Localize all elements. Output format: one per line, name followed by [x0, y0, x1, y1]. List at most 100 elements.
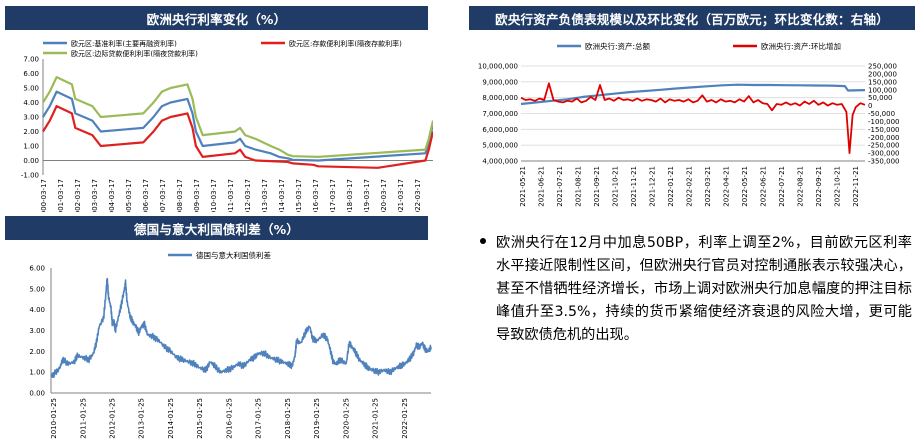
- x-tick-label: 2016-01-25: [225, 398, 233, 439]
- x-tick-label: 2004-03-17: [108, 179, 116, 212]
- x-tick-label: 2021-05-21: [519, 166, 527, 207]
- x-tick-label: 2007-03-17: [159, 179, 167, 212]
- y-right-tick-label: -200,000: [868, 134, 899, 142]
- x-tick-label: 2021-07-21: [556, 166, 564, 207]
- x-tick-label: 2022-07-21: [778, 166, 786, 207]
- x-tick-label: 2022-01-21: [667, 166, 675, 207]
- x-tick-label: 2008-03-17: [176, 179, 184, 212]
- x-tick-label: 2021-12-21: [648, 166, 656, 207]
- x-tick-label: 2010-01-25: [50, 398, 58, 439]
- y-right-tick-label: 250,000: [868, 63, 897, 71]
- x-tick-label: 2018-01-25: [284, 398, 292, 439]
- y-right-tick-label: -300,000: [868, 150, 899, 158]
- x-tick-label: 2003-03-17: [91, 179, 99, 212]
- y-left-tick-label: 7,000,000: [482, 110, 518, 118]
- y-tick-label: 5.00: [29, 285, 45, 293]
- y-tick-label: 5.00: [23, 85, 39, 93]
- y-tick-label: 7.00: [23, 56, 39, 64]
- x-tick-label: 2022-02-21: [685, 166, 693, 207]
- x-tick-label: 2019-01-25: [313, 398, 321, 439]
- spread-series-line: [50, 277, 432, 378]
- x-tick-label: 2018-03-17: [346, 179, 354, 212]
- x-tick-label: 2013-01-25: [138, 398, 146, 439]
- x-tick-label: 2011-01-25: [79, 398, 87, 439]
- rates-series-line: [42, 104, 433, 169]
- x-tick-label: 2010-03-17: [210, 179, 218, 212]
- y-tick-label: 6.00: [23, 70, 39, 78]
- x-tick-label: 2005-03-17: [125, 179, 133, 212]
- x-tick-label: 2021-01-25: [372, 398, 380, 439]
- y-left-tick-label: 10,000,000: [478, 63, 518, 71]
- y-right-tick-label: 100,000: [868, 86, 897, 94]
- x-tick-label: 2011-03-17: [227, 179, 235, 212]
- rates-panel-title: 欧洲央行利率变化（%）: [5, 6, 428, 30]
- ecb-balance-chart: 4,000,000 5,000,000 6,000,000 7,000,000 8,00…: [478, 41, 900, 207]
- y-right-tick-label: -150,000: [868, 126, 899, 134]
- ecb-rates-chart: -1.00 0.00 1.00 2.00 3.00 4.00 5.00 6.00 7.00 200…: [21, 39, 433, 212]
- x-tick-label: 2014-03-17: [278, 179, 286, 212]
- x-tick-label: 2021-03-17: [397, 179, 405, 212]
- y-left-tick-label: 9,000,000: [482, 78, 518, 86]
- x-tick-label: 2022-04-21: [722, 166, 730, 207]
- x-tick-label: 2020-01-25: [342, 398, 350, 439]
- legend-deposit-label: 欧元区:存款便利利率(隔夜存款利率): [289, 39, 402, 48]
- y-tick-label: 4.00: [23, 99, 39, 107]
- rates-series-line: [42, 90, 433, 162]
- y-right-tick-label: -350,000: [868, 158, 899, 166]
- x-tick-label: 2021-09-21: [593, 166, 601, 207]
- y-tick-label: 3.00: [23, 114, 39, 122]
- x-tick-label: 2009-03-17: [193, 179, 201, 212]
- y-tick-label: 0.00: [23, 157, 39, 165]
- x-tick-label: 2012-03-17: [244, 179, 252, 212]
- y-tick-label: -1.00: [21, 172, 39, 180]
- x-tick-label: 2017-03-17: [329, 179, 337, 212]
- x-tick-label: 2022-03-21: [704, 166, 712, 207]
- x-tick-label: 2021-08-21: [574, 166, 582, 207]
- x-tick-label: 2021-10-21: [611, 166, 619, 207]
- legend-spread-label: 德国与意大利国债利差: [196, 250, 271, 260]
- y-tick-label: 0.00: [29, 390, 45, 398]
- commentary-block: 欧洲央行在12月中加息50BP，利率上调至2%，目前欧元区利率水平接近限制性区间…: [480, 232, 912, 347]
- y-right-tick-label: 0: [868, 102, 872, 110]
- x-tick-label: 2013-03-17: [261, 179, 269, 212]
- rates-series-line: [42, 75, 433, 159]
- y-tick-label: 1.00: [23, 143, 39, 151]
- y-tick-label: 2.00: [29, 348, 45, 356]
- x-tick-label: 2021-06-21: [537, 166, 545, 207]
- balance-panel-title: 欧央行资产负债表规模以及环比变化（百万欧元；环比变化数：右轴）: [469, 6, 915, 30]
- x-tick-label: 2022-06-21: [759, 166, 767, 207]
- x-tick-label: 2006-03-17: [142, 179, 150, 212]
- y-right-tick-label: 50,000: [868, 94, 893, 102]
- y-right-tick-label: -50,000: [868, 110, 895, 118]
- y-tick-label: 6.00: [29, 265, 45, 273]
- x-tick-label: 2012-01-25: [109, 398, 117, 439]
- y-left-tick-label: 8,000,000: [482, 94, 518, 102]
- y-right-tick-label: -250,000: [868, 142, 899, 150]
- legend-main-refi-label: 欧元区:基准利率(主要再融资利率): [71, 39, 177, 48]
- x-tick-label: 2001-03-17: [57, 179, 65, 212]
- y-tick-label: 3.00: [29, 327, 45, 335]
- legend-total-assets-label: 欧洲央行:资产:总额: [585, 41, 651, 51]
- bullet-icon: [480, 238, 486, 244]
- legend-marginal-label: 欧元区:边际贷款便利利率(隔夜贷款利率): [71, 49, 198, 58]
- x-tick-label: 2021-11-21: [630, 166, 638, 207]
- x-tick-label: 2022-08-21: [796, 166, 804, 207]
- x-tick-label: 2022-11-21: [852, 166, 860, 207]
- y-left-tick-label: 6,000,000: [482, 126, 518, 134]
- y-tick-label: 4.00: [29, 306, 45, 314]
- y-left-tick-label: 5,000,000: [482, 142, 518, 150]
- y-tick-label: 1.00: [29, 369, 45, 377]
- x-tick-label: 2022-09-21: [815, 166, 823, 207]
- x-tick-label: 2022-03-17: [414, 179, 422, 212]
- x-tick-label: 2014-01-25: [167, 398, 175, 439]
- x-tick-label: 2017-01-25: [255, 398, 263, 439]
- x-tick-label: 2002-03-17: [74, 179, 82, 212]
- de-it-spread-chart: 0.00 1.00 2.00 3.00 4.00 5.00 6.00 2010-01-25 20…: [29, 250, 432, 439]
- x-tick-label: 2022-05-21: [741, 166, 749, 207]
- balance-total-line: [520, 83, 866, 106]
- x-tick-label: 2020-03-17: [380, 179, 388, 212]
- spread-panel-title: 德国与意大利国债利差（%）: [5, 216, 428, 240]
- x-tick-label: 2019-03-17: [363, 179, 371, 212]
- y-left-tick-label: 4,000,000: [482, 158, 518, 166]
- y-tick-label: 2.00: [23, 128, 39, 136]
